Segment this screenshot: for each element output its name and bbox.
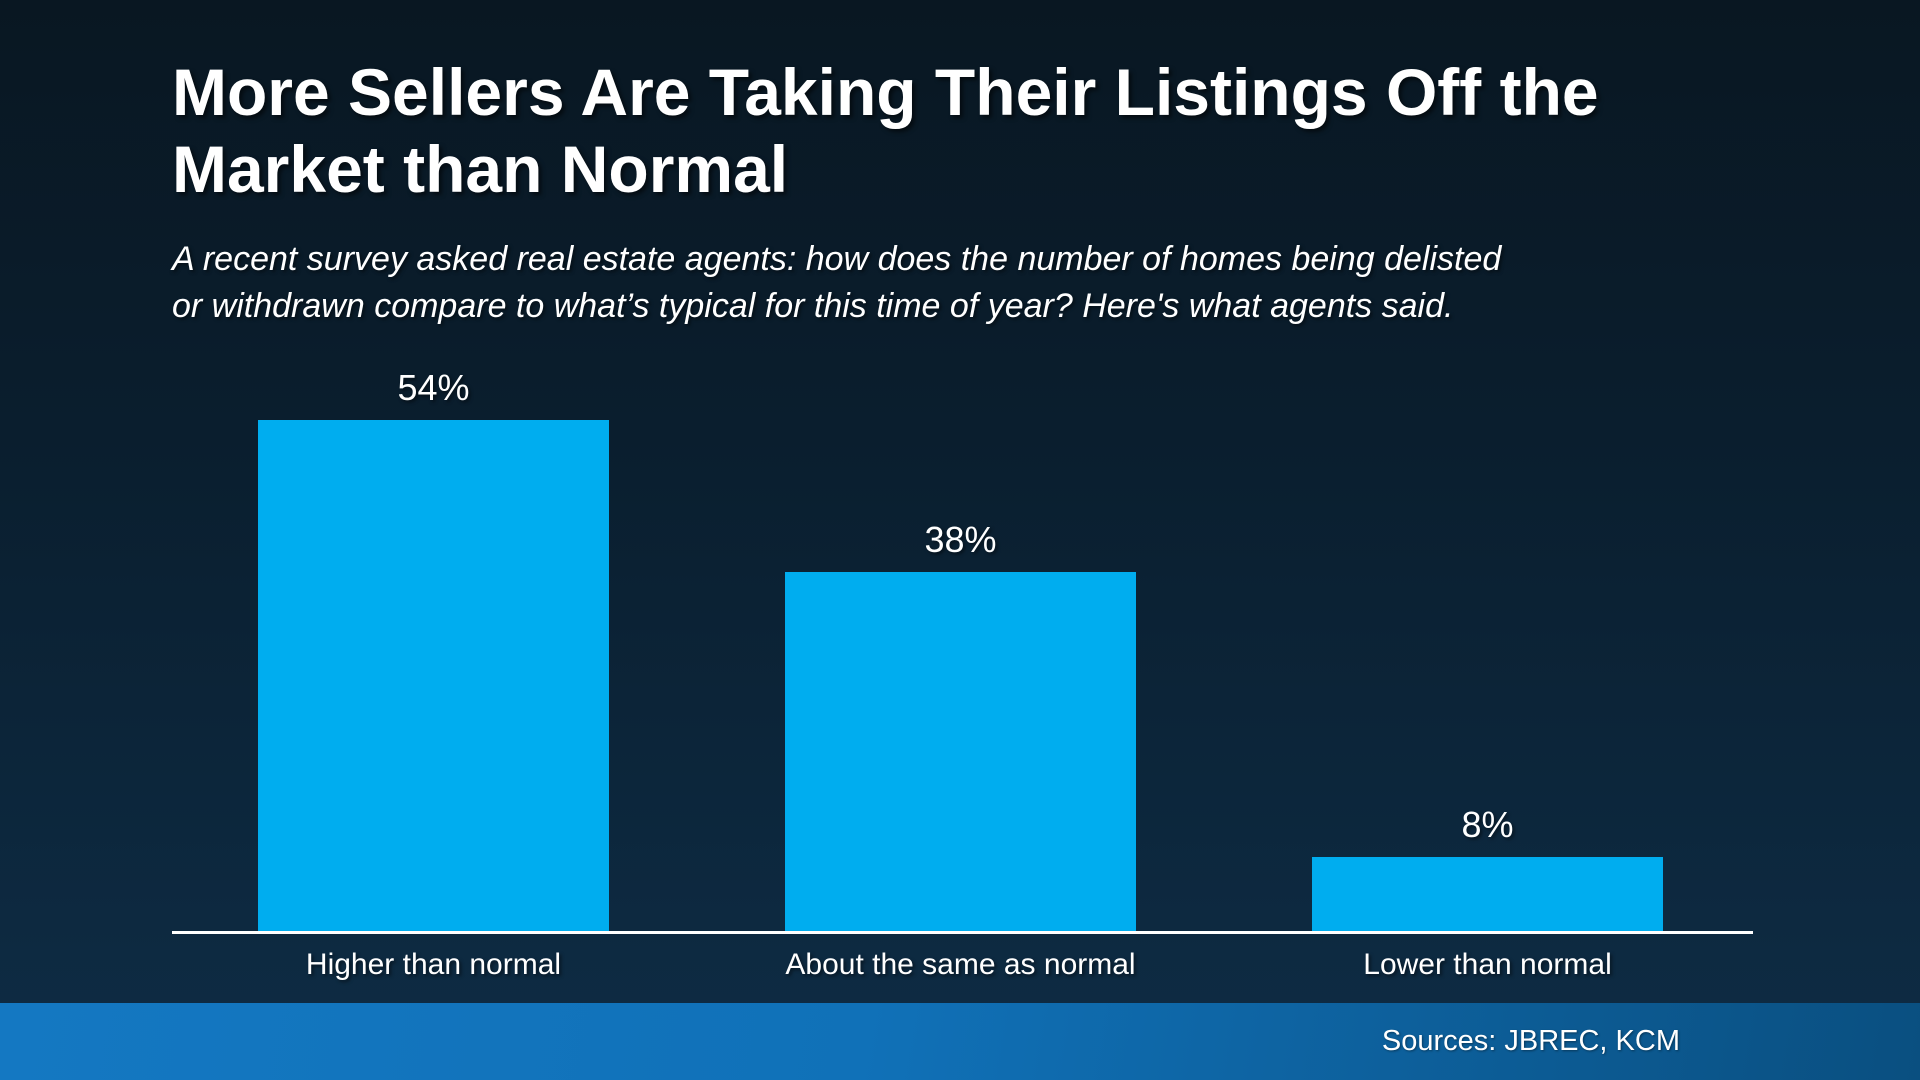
bar-value-label: 54%: [397, 367, 470, 408]
bar-group-lower-than-normal: 8%: [1312, 360, 1663, 933]
x-axis-baseline: [172, 931, 1753, 934]
bar: [258, 420, 609, 933]
x-axis-label: About the same as normal: [785, 948, 1136, 981]
sources-text: Sources: JBREC, KCM: [1381, 1025, 1680, 1057]
page-subtitle: A recent survey asked real estate agents…: [172, 236, 1732, 330]
footer-bar: Sources: JBREC, KCM: [0, 1003, 1920, 1080]
page-title: More Sellers Are Taking Their Listings O…: [172, 54, 1732, 208]
page-subtitle-line-1: A recent survey asked real estate agents…: [172, 240, 1502, 278]
bar: [785, 572, 1136, 933]
page-title-line-2: Market than Normal: [172, 132, 789, 206]
bar-group-higher-than-normal: 54%: [258, 360, 609, 933]
page-title-line-1: More Sellers Are Taking Their Listings O…: [172, 55, 1599, 129]
bar-value-label: 38%: [924, 519, 997, 560]
x-axis-label: Higher than normal: [305, 948, 562, 981]
bar-value-label: 8%: [1461, 804, 1514, 845]
x-axis-label: Lower than normal: [1363, 948, 1612, 981]
bar-group-about-same-as-normal: 38%: [785, 360, 1136, 933]
bar-chart: 54% 38% 8%: [172, 360, 1753, 933]
bar: [1312, 857, 1663, 933]
page-subtitle-line-2: or withdrawn compare to what’s typical f…: [172, 287, 1454, 325]
x-axis-labels: Higher than normal About the same as nor…: [172, 948, 1753, 982]
